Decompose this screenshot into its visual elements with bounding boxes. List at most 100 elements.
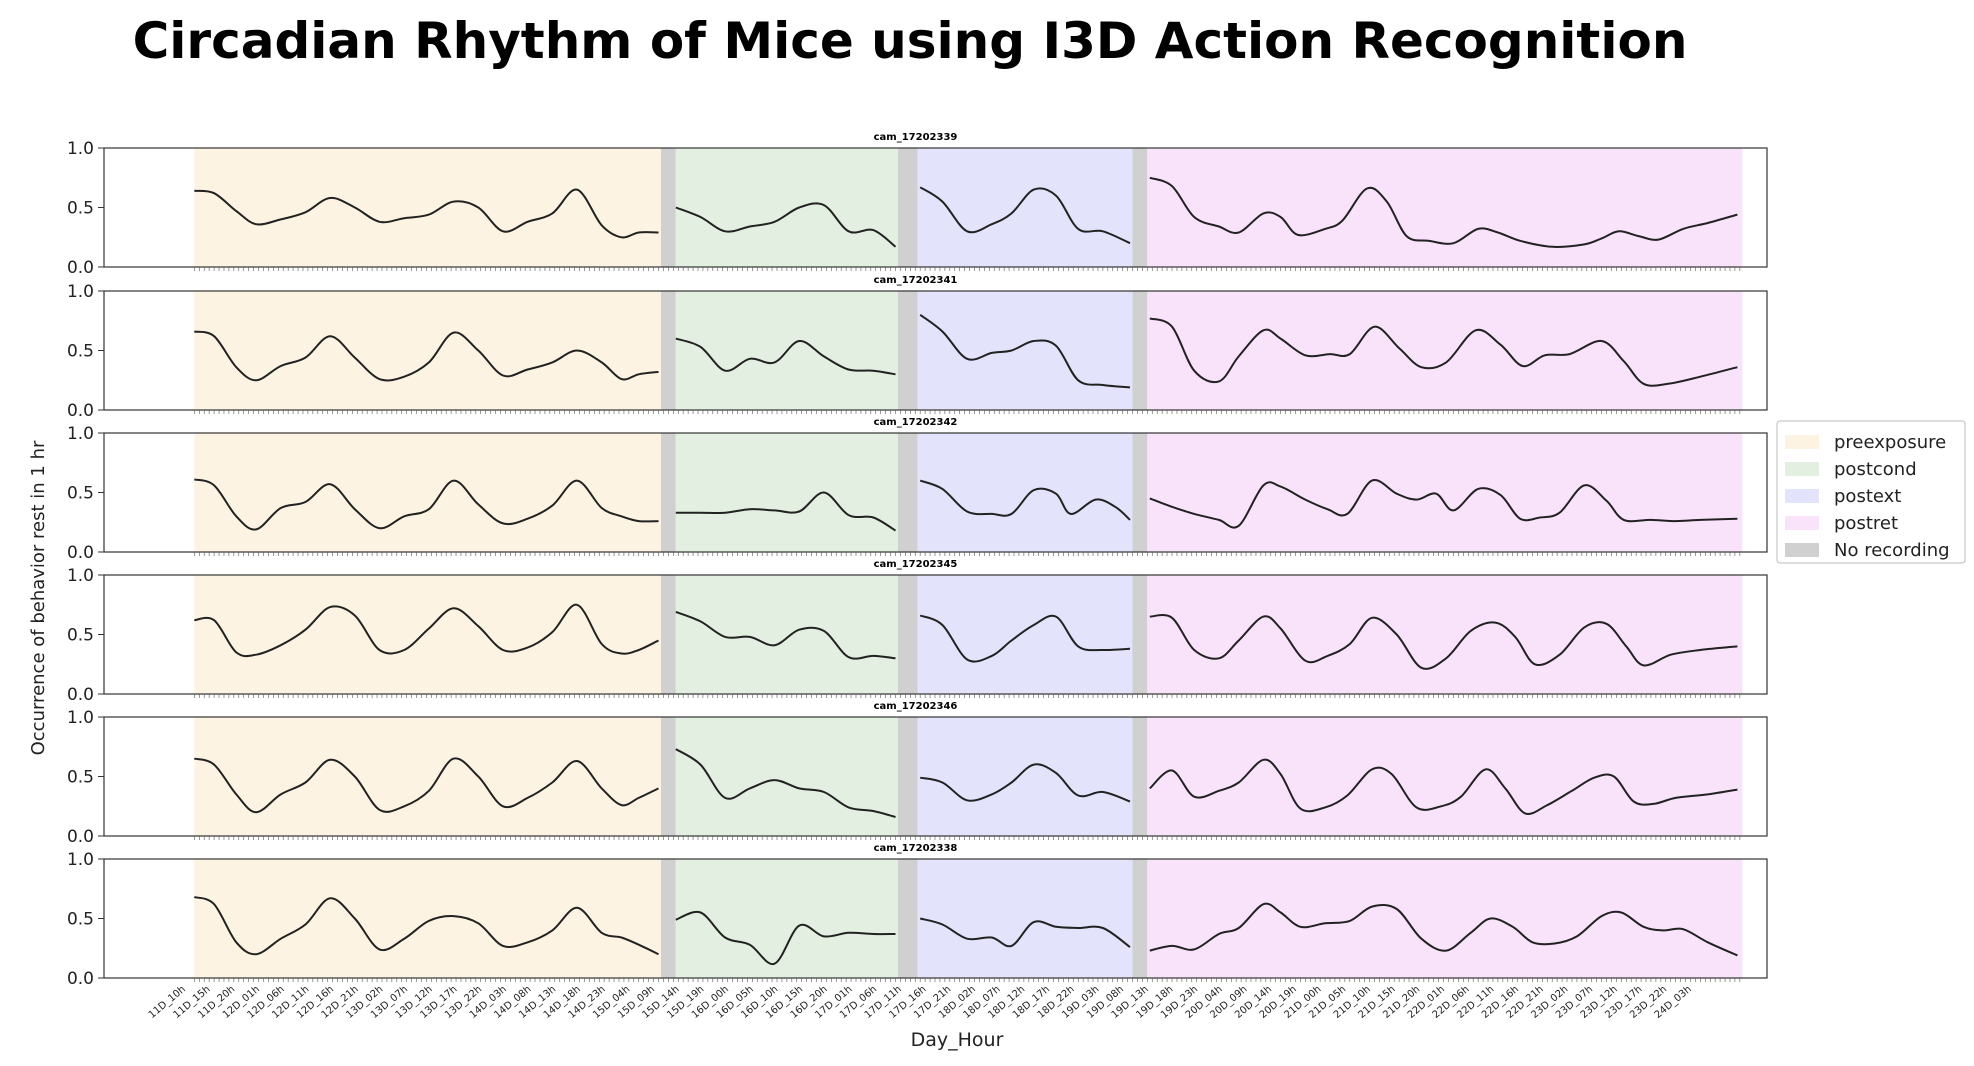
series-line [1149, 614, 1738, 670]
phase-band-postret [1147, 433, 1743, 552]
legend-swatch [1785, 489, 1819, 503]
y-tick-label: 1.0 [67, 424, 94, 444]
series-line [194, 757, 659, 814]
phase-band-no-recording [660, 291, 676, 410]
phase-band-postext [917, 148, 1133, 267]
phase-band-no-recording [1132, 717, 1148, 836]
phase-band-postret [1147, 575, 1743, 694]
phase-band-no-recording [1132, 575, 1148, 694]
phase-band-preexposure [194, 148, 661, 267]
subplot-title: cam_17202345 [874, 559, 958, 570]
phase-band-no-recording [897, 717, 918, 836]
phase-band-no-recording [1132, 859, 1148, 978]
y-tick-label: 0.0 [67, 827, 94, 847]
series-line [1149, 758, 1738, 815]
legend-label: No recording [1834, 540, 1950, 561]
series-line [919, 313, 1131, 389]
y-tick-label: 0.5 [67, 910, 94, 930]
phase-band-postcond [675, 148, 898, 267]
y-tick-label: 0.0 [67, 258, 94, 278]
phase-band-preexposure [194, 291, 661, 410]
y-tick-label: 0.5 [67, 342, 94, 362]
series-line [194, 478, 659, 531]
series-line [675, 202, 897, 248]
subplot-title: cam_17202338 [874, 843, 958, 854]
legend-label: postcond [1834, 459, 1917, 480]
phase-band-no-recording [1132, 291, 1148, 410]
phase-band-no-recording [660, 859, 676, 978]
y-tick-label: 1.0 [67, 282, 94, 302]
y-tick-label: 0.0 [67, 969, 94, 989]
phase-band-no-recording [897, 148, 918, 267]
y-tick-label: 1.0 [67, 850, 94, 870]
series-line [919, 917, 1131, 948]
y-tick-label: 0.0 [67, 685, 94, 705]
series-line [675, 910, 896, 965]
chart-title: Circadian Rhythm of Mice using I3D Actio… [132, 12, 1688, 70]
phase-band-postret [1147, 859, 1743, 978]
y-tick-label: 1.0 [67, 139, 94, 159]
phase-band-postext [917, 433, 1133, 552]
phase-band-postret [1147, 717, 1743, 836]
subplot-title: cam_17202342 [874, 417, 958, 428]
phase-band-no-recording [897, 575, 918, 694]
phase-band-postcond [675, 859, 898, 978]
x-axis-label: Day_Hour [911, 1029, 1004, 1051]
phase-band-preexposure [194, 433, 661, 552]
series-line [1149, 902, 1738, 957]
series-line [675, 610, 896, 660]
series-line [1149, 317, 1738, 387]
phase-band-no-recording [897, 291, 918, 410]
y-tick-label: 0.5 [67, 768, 94, 788]
phase-band-postret [1147, 148, 1743, 267]
y-tick-label: 1.0 [67, 708, 94, 728]
y-tick-label: 0.5 [67, 626, 94, 646]
series-line [193, 896, 659, 956]
phase-band-no-recording [1132, 148, 1148, 267]
series-line [1149, 479, 1738, 529]
series-line [675, 748, 896, 818]
legend-swatch [1785, 543, 1819, 557]
series-line [194, 188, 659, 239]
phase-band-postcond [675, 433, 898, 552]
legend-label: preexposure [1834, 432, 1946, 453]
series-line [1149, 176, 1738, 248]
phase-band-preexposure [194, 717, 661, 836]
series-line [919, 186, 1131, 245]
phase-band-no-recording [897, 859, 918, 978]
legend-label: postret [1834, 513, 1898, 534]
series-line [919, 479, 1131, 521]
phase-band-postret [1147, 291, 1743, 410]
phase-band-preexposure [194, 575, 661, 694]
phase-band-no-recording [1132, 433, 1148, 552]
subplot-title: cam_17202341 [874, 275, 958, 286]
phase-band-postext [917, 859, 1133, 978]
series-line [194, 330, 659, 382]
phase-band-no-recording [660, 148, 676, 267]
phase-band-no-recording [660, 575, 676, 694]
series-line [919, 614, 1131, 663]
y-tick-label: 0.5 [67, 199, 94, 219]
series-line [675, 337, 896, 376]
y-tick-label: 0.0 [67, 401, 94, 421]
phase-band-no-recording [660, 433, 676, 552]
phase-band-postext [917, 717, 1133, 836]
phase-band-postext [917, 291, 1133, 410]
legend-swatch [1785, 435, 1819, 449]
series-line [675, 491, 897, 532]
subplot-title: cam_17202339 [874, 132, 958, 143]
series-line [194, 603, 659, 658]
legend-swatch [1785, 462, 1819, 476]
y-tick-label: 0.5 [67, 484, 94, 504]
phase-band-no-recording [660, 717, 676, 836]
phase-band-postcond [675, 717, 898, 836]
legend-box [1776, 420, 1966, 564]
y-tick-label: 0.0 [67, 543, 94, 563]
subplot-title: cam_17202346 [874, 701, 958, 712]
phase-band-no-recording [897, 433, 918, 552]
y-axis-label: Occurrence of behavior rest in 1 hr [28, 440, 49, 755]
series-line [919, 763, 1131, 803]
y-tick-label: 1.0 [67, 566, 94, 586]
phase-band-postcond [675, 575, 898, 694]
